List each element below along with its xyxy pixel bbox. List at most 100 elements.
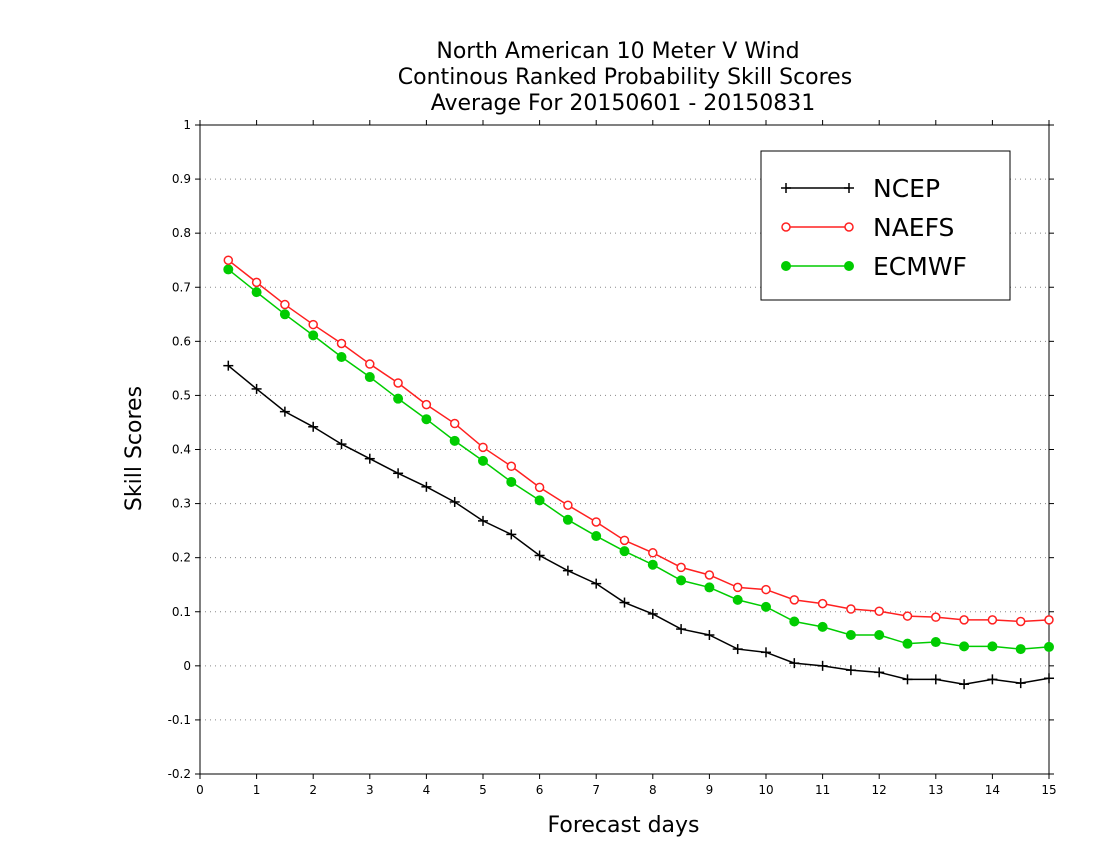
- data-point: [874, 606, 884, 616]
- data-point: [1015, 616, 1026, 627]
- data-point: [308, 421, 319, 432]
- data-point: [279, 309, 290, 320]
- legend: NCEP NAEFS ECMWF: [760, 150, 1011, 301]
- data-point: [704, 630, 715, 641]
- data-point: [732, 594, 743, 605]
- data-point: [478, 515, 488, 526]
- x-tick-label: 3: [366, 783, 374, 797]
- data-point: [619, 535, 630, 546]
- x-tick-label: 5: [479, 783, 487, 797]
- data-point: [931, 612, 941, 622]
- y-tick-label: 0.6: [172, 334, 191, 348]
- legend-label: NAEFS: [873, 213, 954, 242]
- data-point: [393, 468, 404, 479]
- chart-title-line-2: Continous Ranked Probability Skill Score…: [398, 65, 852, 90]
- data-point: [844, 261, 854, 271]
- data-point: [1044, 673, 1054, 684]
- y-tick-label: 0: [183, 659, 191, 673]
- data-point: [902, 611, 913, 621]
- data-point: [647, 608, 658, 619]
- legend-item-ncep: NCEP: [781, 174, 940, 203]
- data-point: [223, 255, 234, 265]
- y-tick-label: 0.7: [172, 280, 191, 294]
- series-naefs: [223, 255, 1054, 627]
- data-point: [336, 338, 347, 349]
- data-point: [223, 360, 234, 371]
- data-point: [534, 550, 545, 561]
- data-point: [732, 582, 743, 593]
- legend-label: ECMWF: [873, 252, 967, 281]
- data-point: [223, 264, 234, 275]
- data-point: [449, 418, 460, 429]
- data-point: [449, 435, 460, 446]
- data-point: [280, 299, 290, 310]
- plot-area-frame: [199, 124, 1050, 775]
- data-point: [364, 372, 375, 383]
- data-point: [647, 559, 658, 570]
- legend-box: [760, 150, 1011, 301]
- data-point: [846, 604, 856, 614]
- data-point: [251, 287, 262, 298]
- y-tick-label: -0.1: [168, 713, 191, 727]
- data-point: [534, 482, 545, 493]
- legend-item-ecmwf: ECMWF: [781, 252, 967, 281]
- y-tick-label: 0.8: [172, 226, 191, 240]
- legend-item-naefs: NAEFS: [781, 213, 954, 242]
- data-point: [845, 630, 856, 641]
- data-point: [844, 183, 854, 193]
- data-point: [676, 562, 686, 573]
- x-tick-label: 14: [985, 783, 1000, 797]
- data-point: [251, 277, 262, 288]
- data-point: [761, 584, 771, 595]
- data-point: [732, 644, 743, 655]
- data-point: [393, 393, 404, 404]
- data-point: [279, 406, 290, 417]
- data-point: [781, 261, 791, 271]
- series-group: [223, 255, 1054, 690]
- x-tick-label: 8: [649, 783, 657, 797]
- x-tick-label: 10: [758, 783, 773, 797]
- data-point: [761, 601, 771, 612]
- chart-title-line-1: North American 10 Meter V Wind: [436, 39, 799, 64]
- x-tick-label: 7: [592, 783, 600, 797]
- data-point: [1044, 615, 1054, 625]
- data-point: [676, 575, 687, 586]
- x-tick-label: 11: [815, 783, 830, 797]
- data-point: [874, 630, 885, 641]
- data-point: [959, 679, 970, 690]
- data-point: [845, 665, 856, 676]
- data-point: [449, 496, 460, 507]
- data-point: [987, 641, 998, 652]
- series-line: [227, 365, 1050, 685]
- data-point: [563, 500, 573, 510]
- y-tick-label: 0.5: [172, 388, 191, 402]
- data-point: [308, 330, 319, 341]
- data-point: [619, 597, 630, 608]
- data-point: [902, 674, 913, 685]
- data-point: [930, 674, 941, 685]
- series-line: [227, 259, 1050, 623]
- data-point: [421, 399, 432, 410]
- series-ecmwf: [223, 264, 1054, 655]
- data-point: [393, 378, 403, 388]
- data-point: [789, 595, 800, 605]
- data-point: [534, 495, 545, 506]
- data-point: [478, 442, 488, 453]
- data-point: [789, 658, 800, 669]
- y-tick-label: 0.3: [172, 497, 191, 511]
- data-point: [421, 414, 432, 425]
- data-point: [308, 319, 318, 330]
- data-point: [591, 517, 601, 527]
- x-tick-label: 2: [309, 783, 317, 797]
- y-tick-label: 0.9: [172, 172, 191, 186]
- chart-title-line-3: Average For 20150601 - 20150831: [431, 91, 816, 116]
- data-point: [902, 638, 913, 649]
- data-point: [874, 667, 885, 678]
- data-point: [817, 598, 828, 609]
- data-point: [817, 621, 828, 632]
- series-line: [227, 268, 1050, 650]
- x-axis-title: Forecast days: [547, 813, 699, 838]
- data-point: [421, 481, 432, 492]
- x-tick-label: 4: [423, 783, 431, 797]
- data-point: [478, 455, 488, 466]
